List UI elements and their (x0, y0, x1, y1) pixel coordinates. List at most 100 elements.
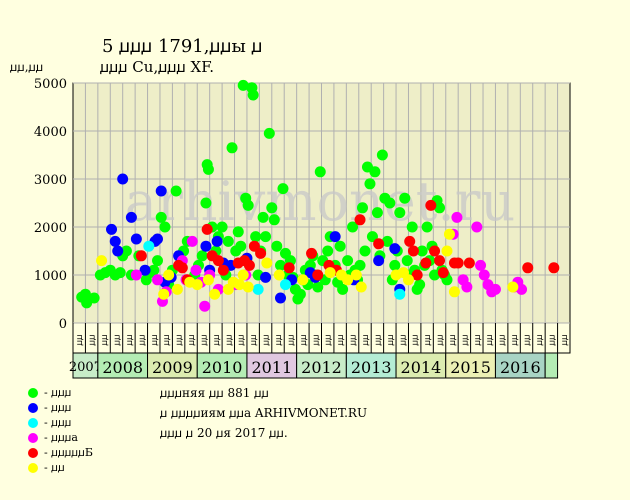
data-point (342, 255, 354, 267)
quarter-label: ꙡꙡ (125, 334, 135, 345)
data-point (88, 292, 100, 304)
year-cell (494, 352, 546, 379)
y-tick-label: 4000 (34, 125, 67, 140)
data-point (364, 178, 376, 190)
data-point (191, 279, 203, 291)
data-point (260, 271, 272, 283)
quarter-label: ꙡꙡ (262, 334, 272, 345)
year-label: 2013 (351, 358, 392, 377)
year-label: 2008 (102, 358, 143, 377)
data-point (421, 221, 433, 233)
data-point (337, 283, 349, 295)
data-point (130, 269, 142, 281)
data-point (294, 288, 306, 300)
data-point (277, 183, 289, 195)
quarter-label: ꙡꙡ (336, 334, 346, 345)
data-point (237, 79, 249, 91)
data-point (389, 259, 401, 271)
data-point (402, 274, 414, 286)
year-cell (246, 352, 298, 379)
quarter-label: ꙡꙡ (560, 334, 570, 345)
year-cell (544, 352, 559, 379)
data-point (248, 240, 260, 252)
quarter-label: ꙡꙡ (100, 334, 110, 345)
data-point (261, 257, 273, 269)
data-point (159, 221, 171, 233)
data-point (401, 255, 413, 267)
data-point (125, 211, 137, 223)
data-point (79, 288, 91, 300)
data-point (366, 231, 378, 243)
quarter-label: ꙡꙡ (485, 334, 495, 345)
data-point (274, 259, 286, 271)
quarter-label: ꙡꙡ (547, 334, 557, 345)
data-point (420, 257, 432, 269)
data-point (425, 199, 437, 211)
data-point (376, 149, 388, 161)
watermark: arhivmonet.ru (125, 170, 515, 233)
data-point (394, 288, 406, 300)
data-point (176, 262, 188, 274)
data-point (475, 259, 487, 271)
data-point (212, 255, 224, 267)
data-point (247, 89, 259, 101)
quarter-label: ꙡꙡ (324, 334, 334, 345)
data-point (322, 245, 334, 257)
data-point (201, 223, 213, 235)
data-point (232, 226, 244, 238)
data-point (306, 247, 318, 259)
quarter-label: ꙡꙡ (373, 334, 383, 345)
data-point (202, 274, 214, 286)
quarter-label: ꙡꙡ (137, 334, 147, 345)
data-point (96, 255, 108, 267)
note-line: ꙡ ꙡꙡꙡꙡиям ꙡꙡа ARHIVMONET.RU (160, 406, 368, 420)
data-point (211, 235, 223, 247)
quarter-label: ꙡꙡ (286, 334, 296, 345)
data-point (268, 214, 280, 226)
data-point (437, 267, 449, 279)
data-point (200, 240, 212, 252)
data-point (171, 283, 183, 295)
year-cell (72, 352, 99, 379)
data-point (257, 211, 269, 223)
data-point (350, 269, 362, 281)
y-tick-label: 2000 (34, 221, 67, 236)
year-label: 2010 (202, 358, 243, 377)
data-point (451, 211, 463, 223)
year-cell (395, 352, 447, 379)
data-point (463, 257, 475, 269)
data-point (359, 245, 371, 257)
legend-label: - ꙡꙡꙡа (44, 431, 78, 444)
data-point (448, 286, 460, 298)
quarter-label: ꙡꙡ (349, 334, 359, 345)
y-tick-label: 3000 (34, 173, 67, 188)
quarter-label: ꙡꙡ (274, 334, 284, 345)
data-point (217, 264, 229, 276)
quarter-label: ꙡꙡ (398, 334, 408, 345)
legend-dot-icon (28, 447, 38, 458)
data-point (411, 269, 423, 281)
data-point (371, 207, 383, 219)
data-point (516, 283, 528, 295)
quarter-label: ꙡꙡ (150, 334, 160, 345)
data-point (434, 255, 446, 267)
data-point (216, 221, 228, 233)
data-point (135, 250, 147, 262)
quarter-label: ꙡꙡ (88, 334, 98, 345)
data-point (155, 185, 167, 197)
year-label: 2007 (69, 360, 102, 375)
note-line: ꙡꙡꙡняя ꙡꙡ 881 ꙡꙡ (160, 386, 269, 400)
data-point (209, 288, 221, 300)
data-point (414, 279, 426, 291)
data-point (155, 211, 167, 223)
quarter-label: ꙡꙡ (187, 334, 197, 345)
data-point (407, 245, 419, 257)
data-point (271, 240, 283, 252)
data-point (114, 267, 126, 279)
data-point (489, 283, 501, 295)
data-point (266, 202, 278, 214)
data-point (237, 269, 249, 281)
data-point (354, 259, 366, 271)
